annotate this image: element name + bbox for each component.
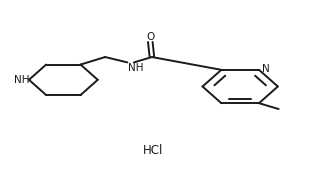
Text: O: O [146, 32, 155, 42]
Text: HCl: HCl [143, 144, 164, 157]
Text: N: N [262, 65, 270, 75]
Text: NH: NH [14, 75, 30, 85]
Text: NH: NH [128, 63, 144, 73]
